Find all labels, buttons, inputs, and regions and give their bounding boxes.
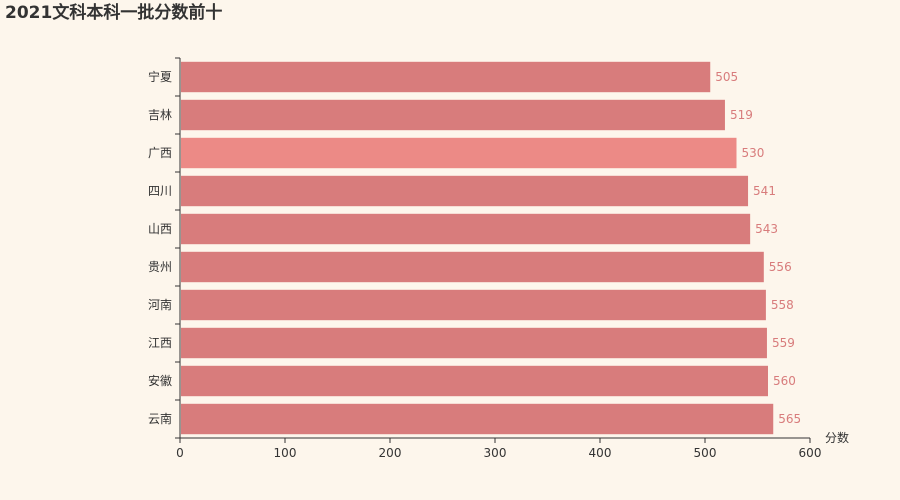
- y-tick-label: 广西: [148, 146, 172, 160]
- x-tick-label: 600: [799, 446, 822, 460]
- value-label: 530: [742, 146, 765, 160]
- bar-山西: [181, 213, 751, 245]
- y-tick-label: 河南: [148, 297, 172, 312]
- bar-广西: [181, 137, 737, 169]
- x-tick-label: 0: [176, 446, 184, 460]
- bar-江西: [181, 327, 767, 359]
- bar-贵州: [181, 251, 764, 283]
- value-label: 558: [771, 298, 794, 312]
- value-label: 559: [772, 336, 795, 350]
- y-tick-label: 宁夏: [148, 69, 172, 84]
- value-label: 556: [769, 260, 792, 274]
- x-tick-label: 100: [274, 446, 297, 460]
- bar-宁夏: [181, 61, 711, 93]
- x-tick-label: 400: [589, 446, 612, 460]
- value-label: 543: [755, 222, 778, 236]
- x-axis-name: 分数: [825, 430, 849, 445]
- value-label: 541: [753, 184, 776, 198]
- bar-四川: [181, 175, 749, 207]
- y-tick-label: 四川: [148, 184, 172, 198]
- x-tick-label: 200: [379, 446, 402, 460]
- bar-云南: [181, 403, 774, 435]
- chart-title: 2021文科本科一批分数前十: [5, 3, 223, 23]
- y-tick-label: 云南: [148, 411, 172, 426]
- value-label: 565: [778, 412, 801, 426]
- value-label: 505: [715, 70, 738, 84]
- y-tick-label: 安徽: [148, 373, 172, 388]
- value-label: 560: [773, 374, 796, 388]
- x-tick-label: 500: [694, 446, 717, 460]
- bar-河南: [181, 289, 766, 321]
- y-tick-label: 吉林: [148, 108, 172, 122]
- value-label: 519: [730, 108, 753, 122]
- x-tick-label: 300: [484, 446, 507, 460]
- y-tick-label: 贵州: [148, 260, 172, 274]
- y-tick-label: 江西: [148, 336, 172, 350]
- bar-安徽: [181, 365, 768, 397]
- bar-吉林: [181, 99, 725, 131]
- y-tick-label: 山西: [148, 222, 172, 236]
